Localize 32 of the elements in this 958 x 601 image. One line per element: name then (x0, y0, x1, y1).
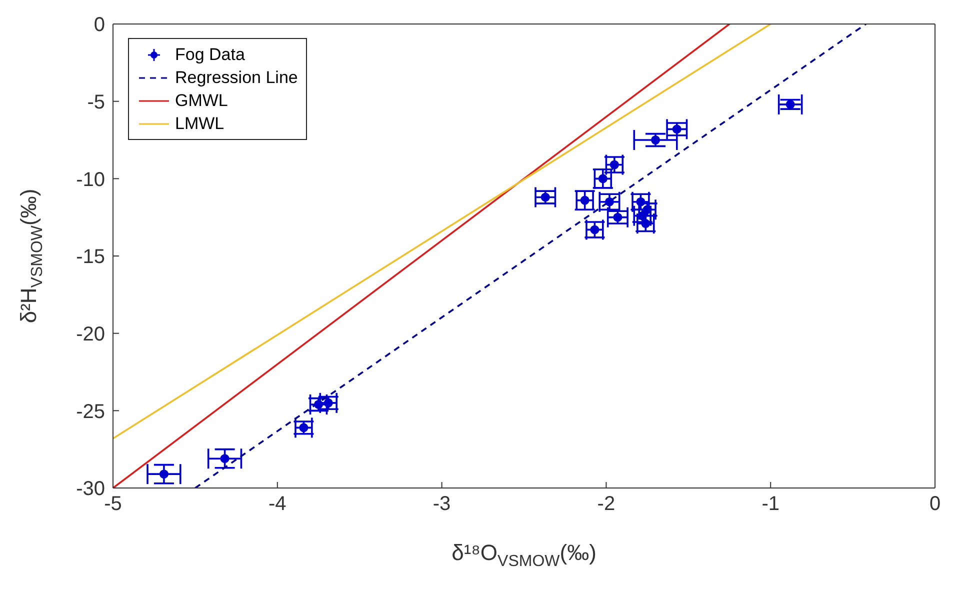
x-tick-label: -2 (597, 493, 616, 516)
x-tick-label: -3 (432, 493, 451, 516)
legend-label: Fog Data (175, 44, 245, 64)
point (159, 470, 168, 479)
point (641, 219, 650, 228)
y-tick-label: -20 (76, 323, 105, 346)
legend-label: LMWL (175, 114, 224, 134)
point (604, 197, 614, 206)
x-tick-label: -1 (762, 493, 780, 516)
point (580, 196, 590, 205)
legend-label: Regression Line (175, 68, 298, 88)
legend-label: GMWL (175, 90, 228, 110)
y-tick-label: -25 (76, 400, 105, 423)
point (598, 174, 608, 184)
x-axis-title: δ¹⁸O$_{VSMOW}$(‰) (452, 540, 596, 570)
y-tick-label: -10 (76, 168, 105, 191)
x-tick-label: 0 (929, 493, 941, 516)
y-tick-label: -5 (87, 91, 105, 114)
x-tick-label: -4 (268, 493, 286, 516)
point (299, 423, 308, 432)
point (540, 192, 550, 202)
x-tick-label: -5 (104, 493, 122, 516)
point (786, 100, 795, 109)
y-tick-label: -15 (76, 246, 105, 268)
point (651, 135, 660, 145)
y-tick-label: 0 (94, 14, 105, 36)
point (672, 124, 682, 134)
point (610, 160, 619, 170)
y-tick-label: -30 (76, 478, 105, 500)
point (220, 454, 230, 464)
point (636, 197, 646, 206)
point (590, 225, 600, 234)
